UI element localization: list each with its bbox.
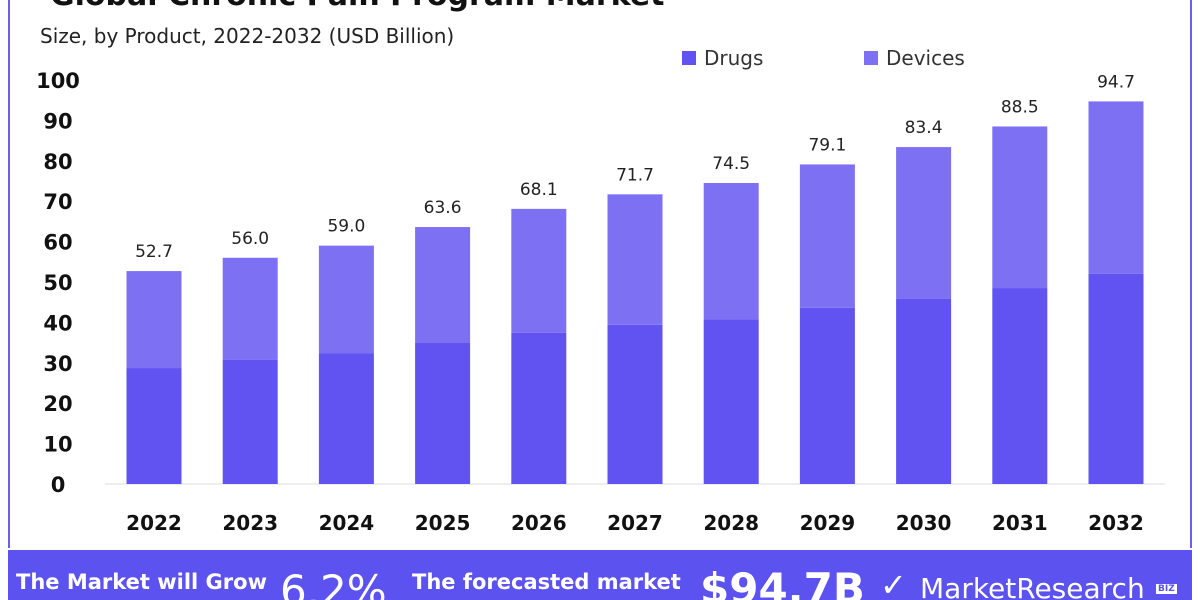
bar-devices-2023 (222, 257, 278, 360)
x-tick-label: 2030 (896, 511, 952, 535)
x-tick-label: 2023 (222, 511, 278, 535)
x-tick-label: 2025 (415, 511, 471, 535)
legend-item-devices: Devices (864, 46, 965, 70)
total-label-2031: 88.5 (1001, 97, 1039, 117)
forecast-value: $94.7B (700, 564, 865, 600)
bar-devices-2028 (703, 183, 759, 320)
bar-drugs-2028 (703, 319, 759, 484)
chart-subtitle: Size, by Product, 2022-2032 (USD Billion… (40, 24, 455, 48)
y-tick-label: 70 (43, 190, 72, 214)
chart-title: Global Chronic Pain Program Market (50, 0, 664, 13)
bar-chart: 010203040506070809010052.7202256.0202359… (36, 69, 1165, 535)
bar-drugs-2026 (511, 332, 567, 484)
total-label-2024: 59.0 (327, 217, 365, 237)
bar-drugs-2029 (799, 307, 855, 484)
brand-name: MarketResearch (920, 572, 1145, 600)
x-tick-label: 2028 (703, 511, 759, 535)
y-tick-label: 0 (51, 473, 66, 497)
bar-drugs-2022 (126, 368, 182, 484)
x-tick-label: 2022 (126, 511, 182, 535)
bar-devices-2022 (126, 271, 182, 369)
y-tick-label: 10 (43, 433, 72, 457)
y-tick-label: 60 (43, 231, 72, 255)
bar-devices-2029 (799, 164, 855, 308)
x-tick-label: 2024 (319, 511, 375, 535)
summary-banner: The Market will Grow 6.2% The forecasted… (8, 550, 1192, 600)
x-tick-label: 2031 (992, 511, 1048, 535)
bar-devices-2031 (992, 126, 1048, 289)
bar-devices-2030 (896, 147, 952, 299)
bar-drugs-2032 (1088, 273, 1144, 484)
chart-frame (8, 0, 1192, 548)
total-label-2028: 74.5 (712, 154, 750, 174)
cagr-value: 6.2% (280, 566, 387, 600)
brand-suffix: BIZ (1156, 584, 1177, 594)
total-label-2029: 79.1 (808, 135, 846, 155)
legend-label-drugs: Drugs (704, 46, 764, 70)
x-tick-label: 2026 (511, 511, 567, 535)
legend-swatch-drugs (682, 51, 696, 65)
total-label-2027: 71.7 (616, 165, 654, 185)
total-label-2026: 68.1 (520, 180, 558, 200)
y-tick-label: 40 (43, 311, 72, 335)
y-tick-label: 30 (43, 352, 72, 376)
bar-drugs-2027 (607, 324, 663, 484)
legend-label-devices: Devices (886, 46, 965, 70)
bar-devices-2032 (1088, 101, 1144, 274)
forecast-label: The forecasted market (412, 570, 681, 594)
bar-drugs-2031 (992, 288, 1048, 484)
brand-logo-icon: ✓ (880, 566, 907, 600)
bar-drugs-2025 (415, 343, 471, 484)
bar-devices-2024 (318, 245, 374, 354)
bar-drugs-2030 (896, 298, 952, 484)
y-tick-label: 20 (43, 392, 72, 416)
total-label-2032: 94.7 (1097, 72, 1135, 92)
bar-devices-2026 (511, 208, 567, 333)
y-tick-label: 80 (43, 150, 72, 174)
grow-label: The Market will Grow (16, 570, 267, 594)
total-label-2023: 56.0 (231, 229, 269, 249)
total-label-2030: 83.4 (905, 118, 943, 138)
bar-drugs-2024 (318, 353, 374, 484)
total-label-2025: 63.6 (424, 198, 462, 218)
legend-item-drugs: Drugs (682, 46, 763, 70)
bar-devices-2025 (415, 227, 471, 344)
total-label-2022: 52.7 (135, 242, 173, 262)
y-tick-label: 100 (36, 69, 80, 93)
x-tick-label: 2027 (607, 511, 663, 535)
y-tick-label: 90 (43, 109, 72, 133)
x-tick-label: 2032 (1088, 511, 1144, 535)
bar-drugs-2023 (222, 359, 278, 484)
x-tick-label: 2029 (800, 511, 856, 535)
bar-devices-2027 (607, 194, 663, 325)
y-tick-label: 50 (43, 271, 72, 295)
legend-swatch-devices (864, 51, 878, 65)
